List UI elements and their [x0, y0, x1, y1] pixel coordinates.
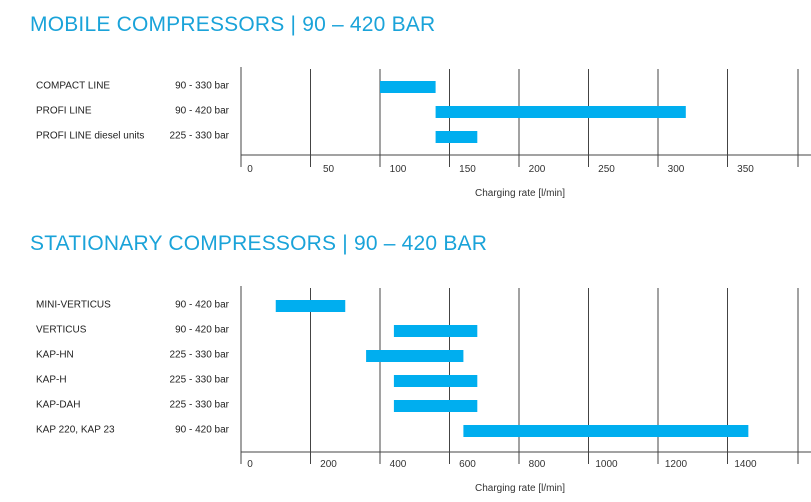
row-label: KAP-DAH [36, 400, 80, 411]
range-bar [463, 425, 749, 437]
pressure-range-label: 90 - 420 bar [175, 300, 230, 311]
x-tick-label: 0 [247, 164, 253, 175]
x-tick-label: 200 [529, 164, 546, 175]
row-label: KAP-H [36, 375, 67, 386]
range-bar [435, 131, 478, 143]
x-tick-label: 400 [390, 459, 407, 470]
range-bar [393, 325, 478, 337]
range-bar [393, 375, 478, 387]
x-tick-label: 1200 [665, 459, 688, 470]
pressure-range-label: 225 - 330 bar [170, 400, 230, 411]
x-tick-label: 100 [390, 164, 407, 175]
pressure-range-label: 90 - 420 bar [175, 425, 230, 436]
x-tick-label: 250 [598, 164, 615, 175]
range-bar [380, 81, 436, 93]
row-label: PROFI LINE diesel units [36, 131, 144, 142]
x-tick-label: 1000 [595, 459, 618, 470]
row-label: COMPACT LINE [36, 81, 110, 92]
row-label: MINI-VERTICUS [36, 300, 111, 311]
range-bar [435, 106, 686, 118]
pressure-range-label: 90 - 420 bar [175, 106, 230, 117]
pressure-range-label: 225 - 330 bar [170, 375, 230, 386]
pressure-range-label: 225 - 330 bar [170, 350, 230, 361]
x-axis-title: Charging rate [l/min] [475, 188, 565, 199]
row-label: PROFI LINE [36, 106, 92, 117]
range-bar [393, 400, 478, 412]
range-bar [366, 350, 464, 362]
stationary-compressors-title: STATIONARY COMPRESSORS | 90 – 420 BAR [30, 232, 488, 255]
mobile-compressors-chart: 0 50 100 150 200 250 300 350 COMPACT LINE 90 - 33… [36, 67, 811, 199]
range-bar [275, 300, 346, 312]
x-tick-label: 800 [529, 459, 546, 470]
row-label: KAP-HN [36, 350, 74, 361]
row-label: KAP 220, KAP 23 [36, 425, 115, 436]
pressure-range-label: 225 - 330 bar [170, 131, 230, 142]
x-tick-label: 50 [323, 164, 335, 175]
mobile-compressors-title: MOBILE COMPRESSORS | 90 – 420 BAR [30, 13, 436, 36]
x-tick-label: 300 [668, 164, 685, 175]
x-tick-label: 150 [459, 164, 476, 175]
x-tick-label: 350 [737, 164, 754, 175]
x-tick-label: 0 [247, 459, 253, 470]
x-axis-title: Charging rate [l/min] [475, 483, 565, 494]
row-label: VERTICUS [36, 325, 87, 336]
x-tick-label: 1400 [734, 459, 757, 470]
pressure-range-label: 90 - 330 bar [175, 81, 230, 92]
x-tick-label: 200 [320, 459, 337, 470]
x-tick-label: 600 [459, 459, 476, 470]
pressure-range-label: 90 - 420 bar [175, 325, 230, 336]
stationary-compressors-chart: 0 200 400 600 800 1000 1200 1400 MINI-VERTICUS 90… [36, 286, 811, 494]
